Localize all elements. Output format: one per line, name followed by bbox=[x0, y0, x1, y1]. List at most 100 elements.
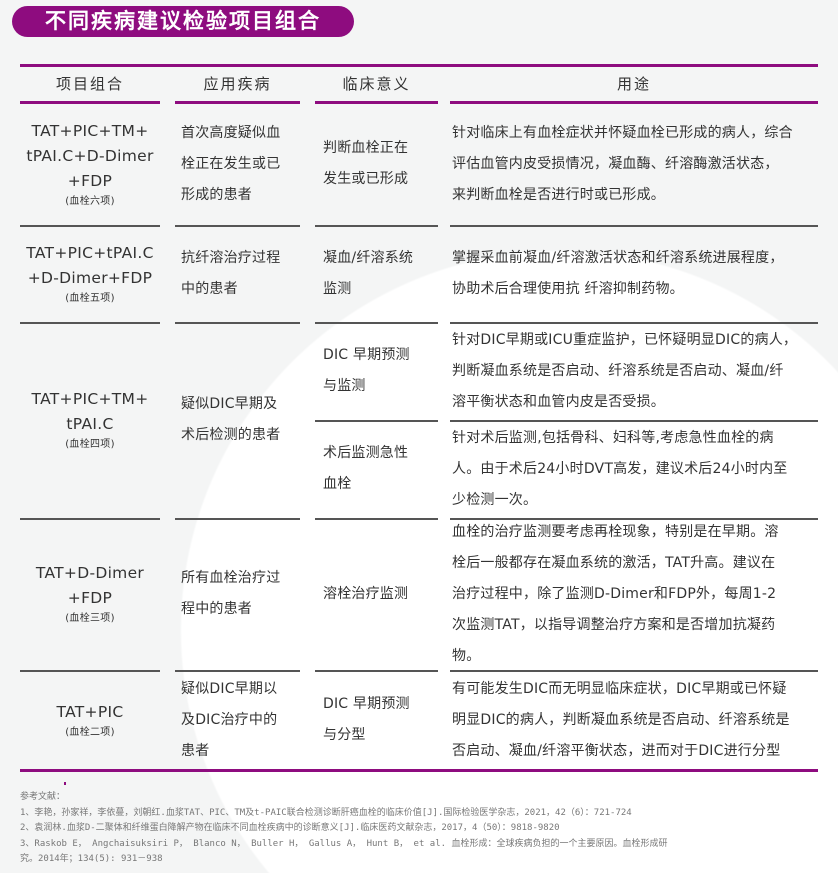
use-text: 次监测TAT，以指导调整治疗方案和是否增加抗凝药 bbox=[452, 616, 776, 633]
row-divider bbox=[20, 670, 160, 672]
reference-item: 究。2014年；134(5): 931－938 bbox=[20, 854, 163, 864]
use-text: 溶平衡状态和血管内皮是否受损。 bbox=[452, 393, 665, 410]
page-title: 不同疾病建议检验项目组合 bbox=[12, 6, 354, 37]
meaning-text: 与分型 bbox=[323, 727, 366, 743]
row-divider bbox=[20, 225, 160, 227]
use-text: 有可能发生DIC而无明显临床症状，DIC早期或已怀疑 bbox=[452, 680, 787, 697]
meaning-cell: 溶栓治疗监测 bbox=[323, 518, 438, 670]
use-text: 协助术后合理使用抗 纤溶抑制药物。 bbox=[452, 280, 684, 297]
header-bottom-rule bbox=[175, 101, 300, 104]
use-text: 物。 bbox=[452, 647, 481, 664]
column-header: 项目组合 bbox=[20, 66, 160, 103]
meaning-text: 血栓 bbox=[323, 476, 352, 492]
use-text: 针对术后监测,包括骨科、妇科等,考虑急性血栓的病 bbox=[452, 429, 774, 446]
row-divider bbox=[175, 670, 300, 672]
use-text: 来判断血栓是否进行时或已形成。 bbox=[452, 186, 665, 203]
header-label: 应用疾病 bbox=[203, 75, 272, 93]
row-divider bbox=[315, 322, 438, 324]
row-divider bbox=[175, 322, 300, 324]
use-text: 少检测一次。 bbox=[452, 491, 538, 508]
meaning-cell: 凝血/纤溶系统 监测 bbox=[323, 225, 438, 322]
combo-text: TAT+PIC+tPAI.C bbox=[26, 243, 154, 262]
disease-text: 形成的患者 bbox=[181, 186, 252, 203]
disease-cell: 抗纤溶治疗过程 中的患者 bbox=[181, 225, 300, 322]
row-divider bbox=[315, 670, 438, 672]
use-text: 评估血管内皮受损情况，凝血酶、纤溶酶激活状态， bbox=[452, 155, 779, 172]
use-cell: 针对术后监测,包括骨科、妇科等,考虑急性血栓的病 人。由于术后24小时DVT高发，… bbox=[452, 420, 818, 518]
combo-cell: TAT+PIC (血栓二项) bbox=[20, 670, 160, 770]
disease-text: 首次高度疑似血 bbox=[181, 124, 281, 141]
reference-item: 3、Raskob E， Angchaisuksiri P， Blanco N， … bbox=[20, 838, 668, 849]
use-text: 判断凝血系统是否启动、纤溶系统是否启动、凝血/纤 bbox=[452, 362, 784, 379]
combo-text: TAT+PIC+TM+ bbox=[31, 390, 149, 408]
meaning-text: DIC 早期预测 bbox=[323, 696, 410, 712]
disease-text: 栓正在发生或已 bbox=[181, 155, 281, 172]
column-header: 临床意义 bbox=[315, 66, 438, 103]
disease-cell: 所有血栓治疗过 程中的患者 bbox=[181, 518, 300, 670]
combo-text: TAT+D-Dimer bbox=[35, 564, 145, 582]
meaning-cell: DIC 早期预测 与分型 bbox=[323, 670, 438, 770]
references: 参考文献： 1、李艳，孙家祥，李依蔓，刘朝红.血浆TAT、PIC、TM及t-PA… bbox=[20, 790, 820, 868]
header-bottom-rule bbox=[450, 101, 818, 104]
disease-text: 术后检测的患者 bbox=[181, 427, 281, 443]
disease-text: 疑似DIC早期及 bbox=[181, 396, 278, 412]
reference-item: 2、袁润林.血浆D-二聚体和纤维蛋白降解产物在临床不同血栓疾病中的诊断意义[J]… bbox=[20, 823, 560, 833]
combo-cell: TAT+PIC+tPAI.C +D-Dimer+FDP (血栓五项) bbox=[20, 225, 160, 322]
meaning-text: 溶栓治疗监测 bbox=[323, 585, 409, 602]
meaning-text: 发生或已形成 bbox=[323, 171, 409, 187]
row-divider bbox=[20, 518, 160, 520]
meaning-text: DIC 早期预测 bbox=[323, 347, 410, 363]
table-bottom-rule bbox=[20, 769, 818, 772]
header-label: 用途 bbox=[616, 75, 651, 93]
use-text: 治疗过程中，除了监测D-Dimer和FDP外，每周1-2 bbox=[452, 585, 777, 602]
combo-cell: TAT+D-Dimer +FDP (血栓三项) bbox=[20, 518, 160, 670]
use-cell: 血栓的治疗监测要考虑再栓现象，特别是在早期。溶 栓后一般都存在凝血系统的激活，TA… bbox=[452, 518, 818, 670]
row-divider bbox=[315, 518, 438, 520]
use-text: 针对临床上有血栓症状并怀疑血栓已形成的病人，综合 bbox=[452, 124, 793, 141]
combo-text: tPAI.C bbox=[66, 415, 114, 433]
meaning-cell: 术后监测急性 血栓 bbox=[323, 420, 438, 518]
header-label: 临床意义 bbox=[342, 75, 411, 93]
use-text: 明显DIC的病人，判断凝血系统是否启动、纤溶系统是 bbox=[452, 711, 790, 728]
meaning-text: 术后监测急性 bbox=[323, 445, 409, 461]
column-header: 用途 bbox=[450, 66, 818, 103]
use-text: 血栓的治疗监测要考虑再栓现象，特别是在早期。溶 bbox=[452, 523, 779, 540]
combo-text: tPAI.C+D-Dimer bbox=[26, 146, 154, 165]
combo-text: TAT+PIC+TM+ bbox=[31, 121, 149, 140]
header-bottom-rule bbox=[315, 101, 438, 104]
use-cell: 针对临床上有血栓症状并怀疑血栓已形成的病人，综合 评估血管内皮受损情况，凝血酶、纤… bbox=[452, 103, 818, 225]
combo-subtitle: (血栓三项) bbox=[65, 613, 115, 624]
combo-cell: TAT+PIC+TM+ tPAI.C (血栓四项) bbox=[20, 322, 160, 518]
disease-text: 抗纤溶治疗过程 bbox=[181, 249, 281, 266]
combo-subtitle: (血栓四项) bbox=[65, 439, 115, 450]
use-cell: 针对DIC早期或ICU重症监护，已怀疑明显DIC的病人， 判断凝血系统是否启动、纤… bbox=[452, 322, 818, 420]
row-divider bbox=[450, 322, 818, 324]
use-text: 掌握采血前凝血/纤溶激活状态和纤溶系统进展程度， bbox=[452, 249, 784, 266]
combo-text: TAT+PIC bbox=[56, 702, 124, 721]
row-divider bbox=[450, 225, 818, 227]
use-text: 栓后一般都存在凝血系统的激活，TAT升高。建议在 bbox=[452, 554, 776, 571]
disease-text: 患者 bbox=[181, 742, 210, 759]
row-divider bbox=[450, 518, 818, 520]
use-text: 针对DIC早期或ICU重症监护，已怀疑明显DIC的病人， bbox=[452, 331, 798, 348]
meaning-text: 判断血栓正在 bbox=[323, 140, 409, 156]
disease-text: 及DIC治疗中的 bbox=[181, 711, 278, 728]
meaning-text: 与监测 bbox=[323, 378, 366, 394]
table-top-rule bbox=[20, 64, 818, 67]
disease-text: 疑似DIC早期以 bbox=[181, 680, 278, 697]
disease-cell: 疑似DIC早期及 术后检测的患者 bbox=[181, 322, 300, 518]
row-divider bbox=[20, 322, 160, 324]
meaning-cell: 判断血栓正在 发生或已形成 bbox=[323, 103, 438, 225]
row-divider bbox=[175, 225, 300, 227]
combo-text: +D-Dimer+FDP bbox=[27, 268, 153, 287]
meaning-text: 凝血/纤溶系统 bbox=[323, 249, 414, 266]
subrow-divider bbox=[315, 420, 438, 422]
references-heading: 参考文献： bbox=[20, 792, 66, 802]
disease-text: 中的患者 bbox=[181, 280, 238, 297]
use-text: 人。由于术后24小时DVT高发，建议术后24小时内至 bbox=[452, 460, 788, 477]
disease-cell: 疑似DIC早期以 及DIC治疗中的 患者 bbox=[181, 670, 300, 770]
decor-dot bbox=[64, 782, 66, 785]
disease-text: 程中的患者 bbox=[181, 601, 252, 617]
disease-text: 所有血栓治疗过 bbox=[181, 570, 281, 586]
row-divider bbox=[450, 670, 818, 672]
